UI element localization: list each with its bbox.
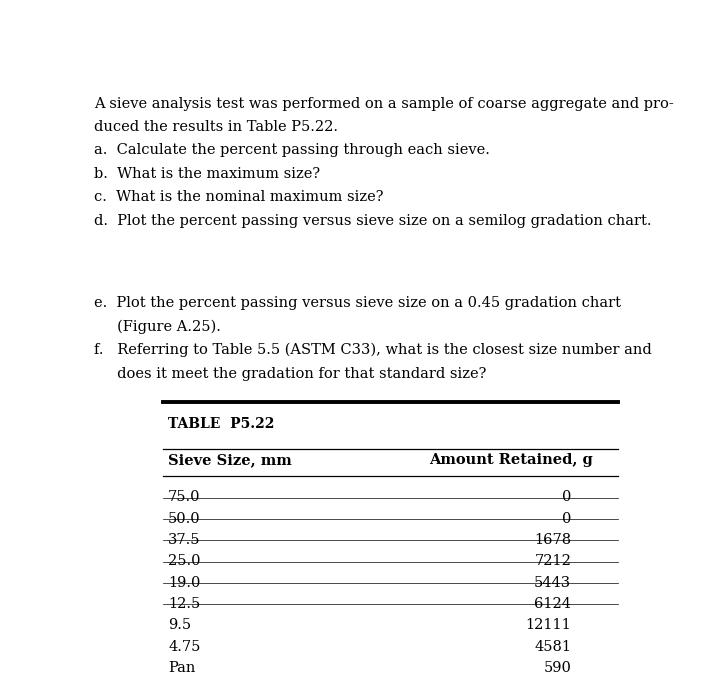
Text: 37.5: 37.5 [168, 533, 200, 547]
Text: 75.0: 75.0 [168, 491, 200, 505]
Text: b.  What is the maximum size?: b. What is the maximum size? [94, 167, 320, 181]
Text: 12.5: 12.5 [168, 597, 200, 611]
Text: d.  Plot the percent passing versus sieve size on a semilog gradation chart.: d. Plot the percent passing versus sieve… [94, 214, 651, 228]
Text: 5443: 5443 [535, 576, 571, 590]
Text: 9.5: 9.5 [168, 618, 191, 633]
Text: (Figure A.25).: (Figure A.25). [94, 319, 221, 334]
Text: 4581: 4581 [535, 640, 571, 653]
Text: duced the results in Table P5.22.: duced the results in Table P5.22. [94, 120, 338, 134]
Text: 4.75: 4.75 [168, 640, 200, 653]
Text: does it meet the gradation for that standard size?: does it meet the gradation for that stan… [94, 367, 486, 380]
Text: Pan: Pan [168, 661, 195, 675]
Text: 1678: 1678 [535, 533, 571, 547]
Text: f.   Referring to Table 5.5 (ASTM C33), what is the closest size number and: f. Referring to Table 5.5 (ASTM C33), wh… [94, 343, 652, 358]
Text: A sieve analysis test was performed on a sample of coarse aggregate and pro-: A sieve analysis test was performed on a… [94, 96, 674, 110]
Text: Amount Retained, g: Amount Retained, g [429, 453, 593, 467]
Text: a.  Calculate the percent passing through each sieve.: a. Calculate the percent passing through… [94, 143, 490, 157]
Text: Sieve Size, mm: Sieve Size, mm [168, 453, 292, 467]
Text: 590: 590 [544, 661, 571, 675]
Text: 0: 0 [562, 511, 571, 526]
Text: e.  Plot the percent passing versus sieve size on a 0.45 gradation chart: e. Plot the percent passing versus sieve… [94, 296, 621, 310]
Text: 12111: 12111 [525, 618, 571, 633]
Text: 6124: 6124 [535, 597, 571, 611]
Text: 19.0: 19.0 [168, 576, 200, 590]
Text: 7212: 7212 [535, 554, 571, 568]
Text: 25.0: 25.0 [168, 554, 200, 568]
Text: TABLE  P5.22: TABLE P5.22 [168, 416, 275, 430]
Text: 50.0: 50.0 [168, 511, 200, 526]
Text: c.  What is the nominal maximum size?: c. What is the nominal maximum size? [94, 191, 384, 204]
Text: 0: 0 [562, 491, 571, 505]
